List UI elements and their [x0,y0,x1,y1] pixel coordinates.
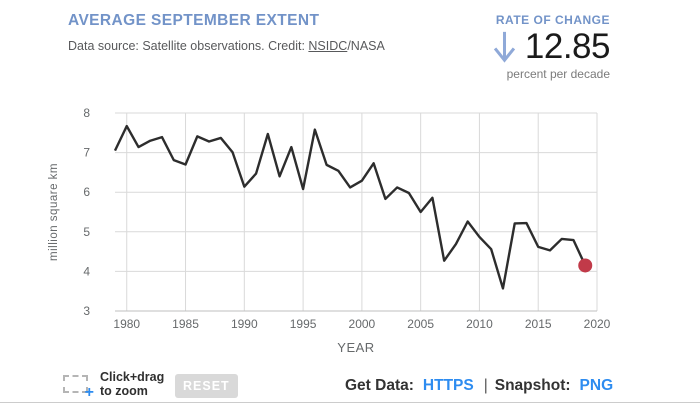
rate-value-row: 12.85 [492,27,611,66]
data-links: Get Data: HTTPS | Snapshot: PNG [345,377,613,395]
get-data-label: Get Data: [345,377,414,394]
x-tick-label: 2005 [407,317,434,331]
zoom-hint-line1: Click+drag [100,370,165,384]
rate-unit: percent per decade [506,67,610,81]
subtitle-text: Data source: Satellite observations. Cre… [68,39,309,53]
y-tick-label: 5 [83,225,90,239]
x-tick-label: 2000 [349,317,376,331]
zoom-hint-icon: + [63,375,94,401]
x-tick-label: 2015 [525,317,552,331]
extent-line-chart[interactable]: 1980 1985 1990 1995 2000 2005 2010 2015 2020 3 4 5 6… [40,95,620,360]
y-axis-title: million square km [48,163,60,261]
x-tick-label: 1990 [231,317,258,331]
rate-of-change-panel: RATE OF CHANGE 12.85 percent per decade [492,13,611,81]
extent-line [113,124,587,290]
x-tick-label: 1980 [113,317,140,331]
page-title: AVERAGE SEPTEMBER EXTENT [68,12,320,29]
rate-value: 12.85 [524,27,611,66]
x-tick-label: 2020 [584,317,611,331]
y-tick-label: 7 [83,146,90,160]
x-axis-title: YEAR [337,340,374,355]
down-arrow-icon [493,31,516,63]
y-tick-label: 4 [83,264,90,278]
png-link[interactable]: PNG [579,377,614,394]
https-link[interactable]: HTTPS [422,377,474,394]
reset-button[interactable]: RESET [175,374,238,398]
rate-of-change-label: RATE OF CHANGE [495,13,610,27]
snapshot-label: Snapshot: [494,377,571,394]
x-tick-label: 2010 [466,317,493,331]
subtitle-suffix: /NASA [347,39,385,53]
x-tick-label: 1985 [172,317,199,331]
y-tick-label: 8 [83,106,90,120]
latest-point-marker [578,258,593,273]
separator: | [483,377,488,394]
nsidc-link[interactable]: NSIDC [308,39,348,53]
zoom-hint-line2: to zoom [100,383,148,398]
y-tick-label: 3 [83,304,90,318]
plus-cursor-icon: + [84,384,94,401]
zoom-hint: Click+drag to zoom [100,370,165,398]
data-source-note: Data source: Satellite observations. Cre… [68,39,385,53]
bottom-border [0,402,700,403]
x-tick-label: 1995 [290,317,317,331]
y-tick-label: 6 [83,185,90,199]
